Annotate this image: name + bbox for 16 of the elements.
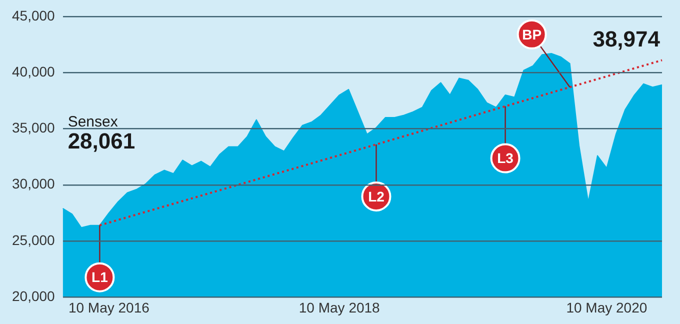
data-label: BP (522, 26, 542, 42)
y-tick-label: 20,000 (12, 288, 56, 304)
annotation: 38,974 (592, 26, 661, 52)
x-tick-label: 10 May 2016 (68, 299, 150, 316)
data-label: L3 (497, 150, 514, 166)
data-label: L2 (368, 188, 385, 204)
y-tick-label: 25,000 (12, 232, 56, 248)
x-tick-label: 10 May 2018 (298, 299, 380, 316)
data-label: L1 (92, 269, 108, 286)
y-tick-label: 30,000 (12, 176, 56, 192)
annotation: 28,061 (68, 128, 136, 154)
y-tick-label: 45,000 (12, 7, 56, 24)
y-tick-label: 35,000 (12, 120, 56, 136)
annotation: Sensex (68, 113, 118, 130)
y-tick-label: 40,000 (12, 63, 56, 80)
x-tick-label: 10 May 2020 (566, 299, 648, 316)
